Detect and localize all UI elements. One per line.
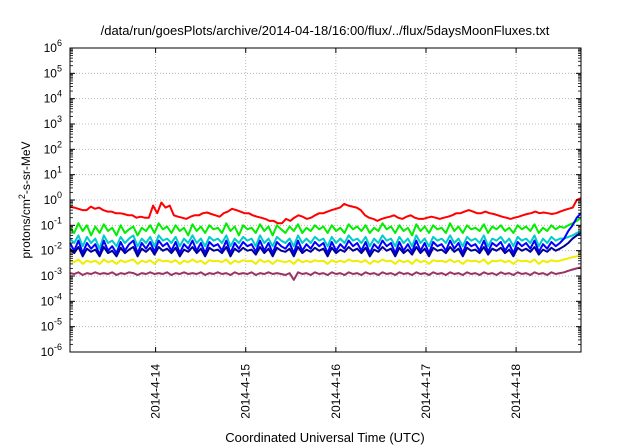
x-axis: 2014-4-14 2014-4-15 2014-4-16 2014-4-17 2014… <box>149 48 523 419</box>
y-tick-base: 10 <box>41 269 55 283</box>
y-tick-exp: -1 <box>54 215 62 225</box>
series-line-7 <box>69 266 582 281</box>
y-axis-label: protons/cm2-s-sr-MeV <box>17 141 33 258</box>
y-tick-base: 10 <box>44 66 58 80</box>
x-tick-label: 2014-4-16 <box>329 364 343 419</box>
y-tick-base: 10 <box>44 92 58 106</box>
y-tick-base: 10 <box>41 218 55 232</box>
y-tick-base: 10 <box>41 320 55 334</box>
y-tick-base: 10 <box>41 244 55 258</box>
x-tick-label: 2014-4-17 <box>419 364 433 419</box>
grid <box>70 48 581 352</box>
y-tick-exp: -3 <box>54 266 62 276</box>
y-tick-label: 105 <box>44 63 62 80</box>
series-line-3 <box>69 230 582 250</box>
y-tick-exp: -2 <box>54 241 62 251</box>
y-axis-label-sup: 2 <box>17 194 27 199</box>
series-line-5 <box>69 232 582 258</box>
y-axis: 10-610-510-410-310-210-11001011021031041… <box>41 38 581 359</box>
y-tick-base: 10 <box>44 168 58 182</box>
x-axis-label: Coordinated Universal Time (UTC) <box>225 430 424 445</box>
series-line-4 <box>69 212 582 256</box>
y-tick-label: 10-5 <box>41 317 62 334</box>
series-line-6 <box>69 254 582 265</box>
y-tick-exp: 2 <box>57 139 62 149</box>
y-tick-base: 10 <box>41 294 55 308</box>
y-tick-label: 10-3 <box>41 266 62 283</box>
y-tick-label: 100 <box>44 190 62 207</box>
y-tick-base: 10 <box>44 193 58 207</box>
y-tick-base: 10 <box>44 41 58 55</box>
y-tick-label: 103 <box>44 114 62 131</box>
y-tick-exp: -6 <box>54 342 62 352</box>
y-tick-label: 10-6 <box>41 342 62 359</box>
y-tick-base: 10 <box>44 142 58 156</box>
y-tick-exp: 4 <box>57 89 62 99</box>
y-tick-exp: 3 <box>57 114 62 124</box>
x-tick-label: 2014-4-15 <box>239 364 253 419</box>
y-tick-label: 106 <box>44 38 62 55</box>
series-group <box>69 197 582 281</box>
y-tick-exp: -5 <box>54 317 62 327</box>
y-tick-label: 101 <box>44 165 62 182</box>
series-line-2 <box>69 216 582 237</box>
y-tick-exp: -4 <box>54 291 62 301</box>
y-tick-label: 104 <box>44 89 62 106</box>
y-tick-label: 10-4 <box>41 291 62 308</box>
y-tick-exp: 6 <box>57 38 62 48</box>
series-line-1 <box>69 197 582 225</box>
x-tick-label: 2014-4-18 <box>509 364 523 419</box>
y-tick-exp: 5 <box>57 63 62 73</box>
y-tick-exp: 1 <box>57 165 62 175</box>
y-tick-base: 10 <box>44 117 58 131</box>
y-tick-label: 102 <box>44 139 62 156</box>
x-tick-label: 2014-4-14 <box>149 364 163 419</box>
y-tick-label: 10-1 <box>41 215 62 232</box>
y-tick-base: 10 <box>41 345 55 359</box>
y-axis-label-rest: -s-sr-MeV <box>19 141 33 194</box>
y-tick-exp: 0 <box>57 190 62 200</box>
y-axis-label-main: protons/cm <box>19 199 33 258</box>
chart-title: /data/run/goesPlots/archive/2014-04-18/1… <box>101 23 550 38</box>
y-tick-label: 10-2 <box>41 241 62 258</box>
